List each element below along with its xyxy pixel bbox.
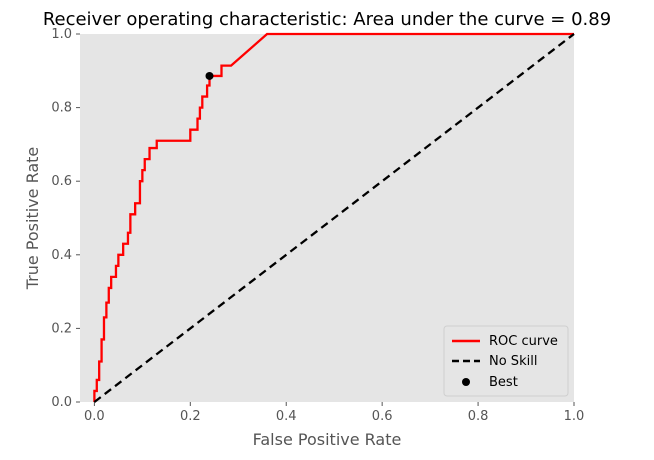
no-skill-line [93, 33, 575, 403]
x-tick-label: 0.4 [276, 409, 297, 424]
y-tick-label: 0.4 [51, 248, 72, 263]
y-axis-label: True Positive Rate [23, 147, 42, 291]
legend: ROC curve No Skill Best [443, 325, 569, 397]
x-tick-label: 1.0 [564, 409, 585, 424]
x-axis-label: False Positive Rate [253, 430, 402, 449]
x-tick-label: 0.0 [84, 409, 105, 424]
y-tick-label: 0.0 [51, 395, 72, 410]
x-axis-ticks: 0.0 0.2 0.4 0.6 0.8 1.0 [84, 402, 584, 424]
best-threshold-point [205, 71, 214, 80]
x-tick-label: 0.8 [468, 409, 489, 424]
roc-curve-line [93, 32, 574, 402]
chart-title: Receiver operating characteristic: Area … [43, 9, 611, 30]
x-tick-label: 0.6 [372, 409, 393, 424]
series-layer [93, 32, 575, 403]
legend-best-label: Best [489, 375, 518, 390]
legend-frame [443, 325, 569, 397]
legend-noskill-label: No Skill [489, 354, 537, 369]
y-axis-ticks: 0.0 0.2 0.4 0.6 0.8 1.0 [51, 27, 80, 410]
y-tick-label: 1.0 [51, 27, 72, 42]
legend-roc-label: ROC curve [489, 334, 558, 349]
y-tick-label: 0.6 [51, 174, 72, 189]
marker-layer [205, 71, 214, 80]
y-tick-label: 0.8 [51, 101, 72, 116]
x-tick-label: 0.2 [180, 409, 201, 424]
y-tick-label: 0.2 [51, 321, 72, 336]
legend-best-swatch [462, 378, 470, 386]
